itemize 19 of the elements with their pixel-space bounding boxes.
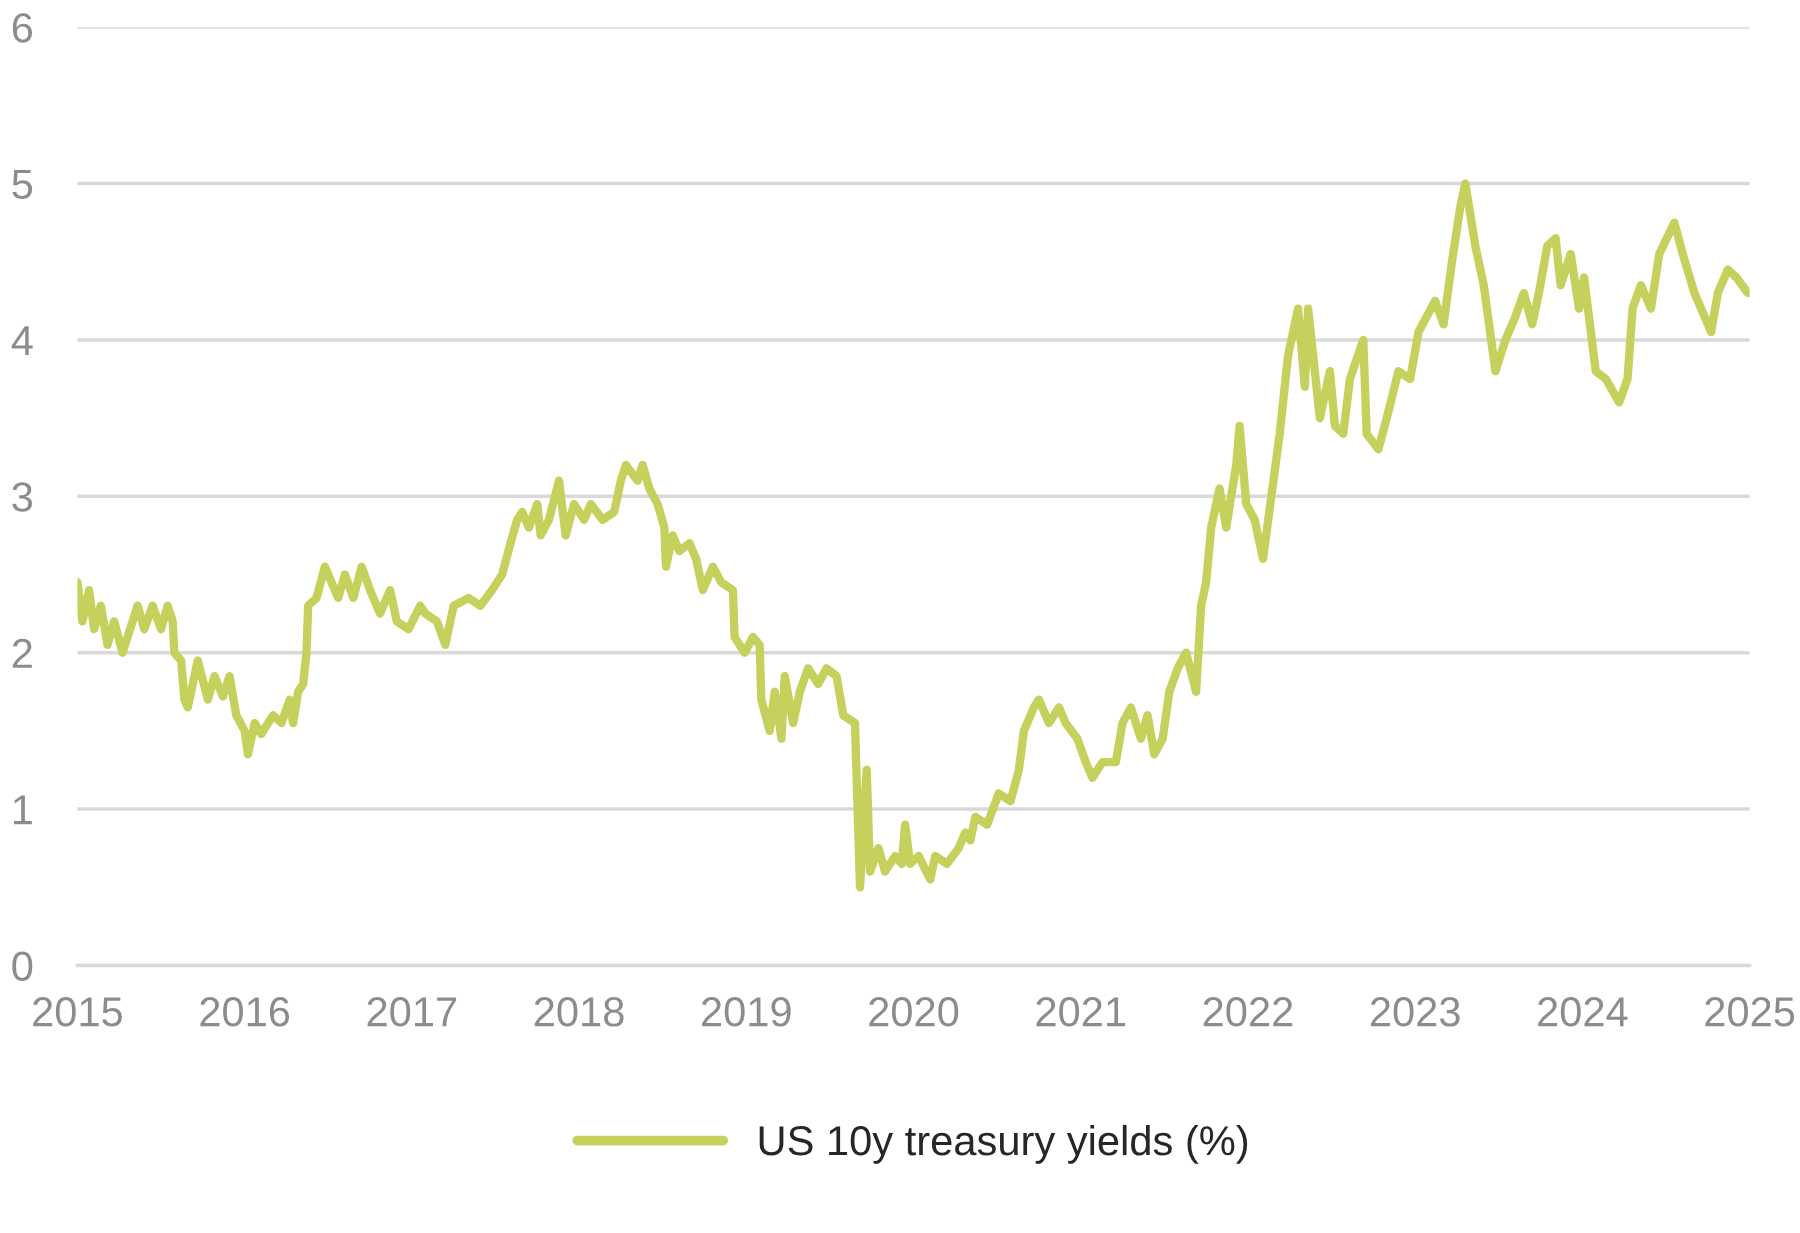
x-tick-label: 2021 [1036,997,1126,1027]
y-tick-label: 6 [12,13,33,43]
x-tick-label: 2025 [1705,997,1795,1027]
legend-label: US 10y treasury yields (%) [759,1124,1248,1164]
x-tick-label: 2018 [534,997,624,1027]
x-tick-label: 2015 [33,997,122,1027]
x-tick-label: 2022 [1203,997,1293,1027]
x-tick-label: 2016 [200,997,290,1027]
y-tick-label: 5 [12,169,33,200]
y-tick-label: 2 [12,638,32,668]
x-tick-label: 2020 [869,997,959,1027]
x-tick-label: 2017 [367,997,457,1027]
x-tick-label: 2023 [1370,997,1460,1027]
y-tick-label: 0 [12,951,33,981]
y-tick-label: 4 [11,326,33,355]
y-tick-label: 1 [13,795,32,825]
y-tick-label: 3 [12,482,33,512]
x-tick-label: 2024 [1538,997,1628,1027]
x-tick-label: 2019 [702,997,791,1027]
